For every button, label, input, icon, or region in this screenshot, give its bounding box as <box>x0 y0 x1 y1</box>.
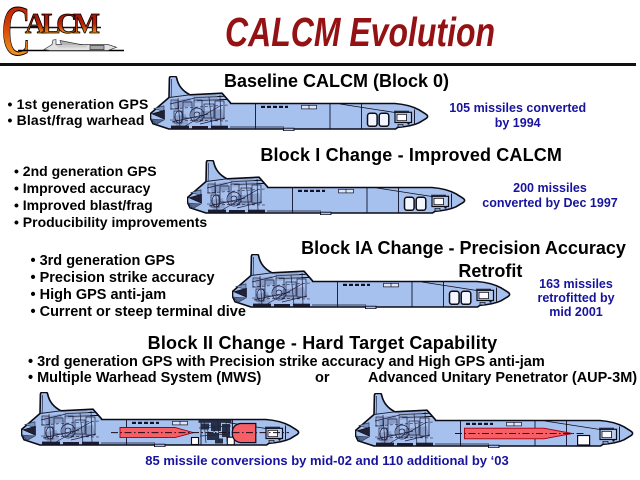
svg-text:ALCM: ALCM <box>25 8 100 40</box>
svg-text:C: C <box>2 0 31 60</box>
